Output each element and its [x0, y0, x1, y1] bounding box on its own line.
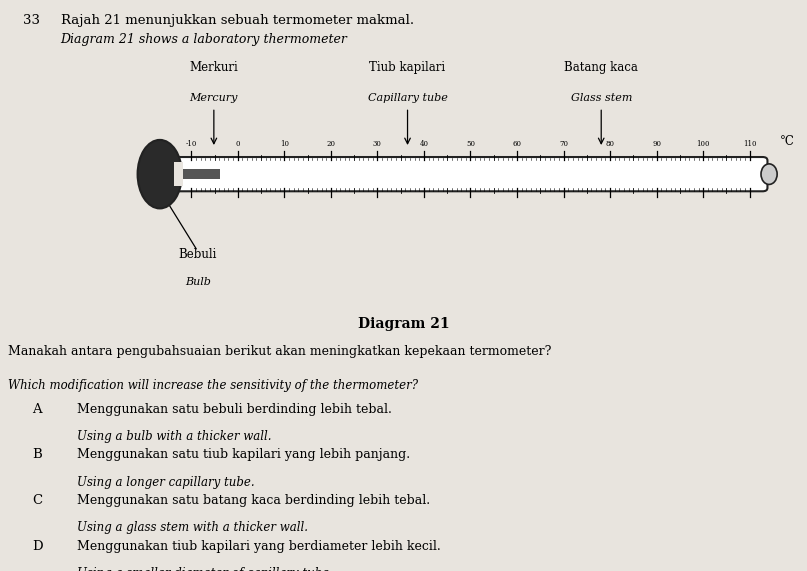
- Text: °C: °C: [780, 135, 795, 148]
- Text: Tiub kapilari: Tiub kapilari: [370, 61, 445, 74]
- Text: -10: -10: [186, 140, 197, 148]
- Text: Using a glass stem with a thicker wall.: Using a glass stem with a thicker wall.: [77, 521, 307, 534]
- Text: 0: 0: [236, 140, 240, 148]
- Text: 60: 60: [512, 140, 521, 148]
- Text: Capillary tube: Capillary tube: [368, 93, 447, 103]
- Text: 33: 33: [23, 14, 40, 27]
- Text: 110: 110: [743, 140, 756, 148]
- FancyBboxPatch shape: [169, 157, 767, 191]
- Text: 20: 20: [326, 140, 336, 148]
- Text: Menggunakan satu bebuli berdinding lebih tebal.: Menggunakan satu bebuli berdinding lebih…: [77, 403, 391, 416]
- Ellipse shape: [761, 164, 777, 184]
- Text: Manakah antara pengubahsuaian berikut akan meningkatkan kepekaan termometer?: Manakah antara pengubahsuaian berikut ak…: [8, 345, 551, 359]
- Text: Which modification will increase the sensitivity of the thermometer?: Which modification will increase the sen…: [8, 379, 418, 392]
- Text: Menggunakan satu tiub kapilari yang lebih panjang.: Menggunakan satu tiub kapilari yang lebi…: [77, 448, 410, 461]
- Text: Diagram 21: Diagram 21: [358, 317, 449, 331]
- Ellipse shape: [137, 140, 182, 208]
- Text: 40: 40: [420, 140, 429, 148]
- Text: 80: 80: [605, 140, 615, 148]
- Text: Menggunakan satu batang kaca berdinding lebih tebal.: Menggunakan satu batang kaca berdinding …: [77, 494, 430, 507]
- Text: Glass stem: Glass stem: [571, 93, 632, 103]
- Text: 90: 90: [652, 140, 661, 148]
- Text: D: D: [32, 540, 43, 553]
- FancyBboxPatch shape: [174, 162, 183, 187]
- Text: Using a bulb with a thicker wall.: Using a bulb with a thicker wall.: [77, 430, 271, 443]
- Text: Rajah 21 menunjukkan sebuah termometer makmal.: Rajah 21 menunjukkan sebuah termometer m…: [61, 14, 414, 27]
- Text: Menggunakan tiub kapilari yang berdiameter lebih kecil.: Menggunakan tiub kapilari yang berdiamet…: [77, 540, 441, 553]
- Text: Bebuli: Bebuli: [178, 248, 217, 262]
- Text: Using a longer capillary tube.: Using a longer capillary tube.: [77, 476, 254, 489]
- Text: Mercury: Mercury: [190, 93, 238, 103]
- Text: 70: 70: [559, 140, 568, 148]
- Text: A: A: [32, 403, 42, 416]
- Text: 100: 100: [696, 140, 710, 148]
- Text: Using a smaller diameter of capillary tube.: Using a smaller diameter of capillary tu…: [77, 567, 332, 571]
- Text: B: B: [32, 448, 42, 461]
- Text: 10: 10: [280, 140, 289, 148]
- Bar: [175, 169, 220, 179]
- Text: 30: 30: [373, 140, 382, 148]
- Text: Bulb: Bulb: [185, 277, 211, 287]
- Text: C: C: [32, 494, 43, 507]
- Text: Merkuri: Merkuri: [190, 61, 238, 74]
- Text: Batang kaca: Batang kaca: [564, 61, 638, 74]
- Text: Diagram 21 shows a laboratory thermometer: Diagram 21 shows a laboratory thermomete…: [61, 33, 347, 46]
- Text: 50: 50: [466, 140, 475, 148]
